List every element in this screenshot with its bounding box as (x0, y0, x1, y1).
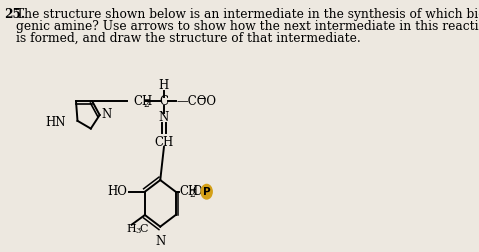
Text: is formed, and draw the structure of that intermediate.: is formed, and draw the structure of tha… (16, 32, 361, 45)
Text: N: N (155, 235, 165, 248)
Text: HN: HN (45, 116, 66, 129)
Text: 25.: 25. (4, 8, 25, 21)
Text: N: N (101, 109, 112, 121)
Text: genic amine? Use arrows to show how the next intermediate in this reaction: genic amine? Use arrows to show how the … (16, 20, 479, 33)
Text: CH: CH (133, 95, 152, 108)
Text: H: H (127, 224, 137, 234)
Text: 2: 2 (143, 100, 149, 109)
Text: HO: HO (107, 185, 127, 198)
Text: P: P (203, 187, 210, 197)
Text: 2: 2 (190, 190, 195, 199)
Circle shape (201, 184, 212, 199)
Text: −: − (197, 91, 207, 104)
Text: 3: 3 (135, 227, 141, 235)
Text: N: N (159, 111, 169, 124)
Text: CH: CH (179, 185, 199, 198)
Text: H: H (159, 79, 169, 92)
Text: —COO: —COO (177, 95, 217, 108)
Text: C: C (139, 224, 148, 234)
Text: O: O (193, 185, 202, 198)
Text: CH: CH (154, 136, 173, 149)
Text: C: C (160, 95, 169, 108)
Text: The structure shown below is an intermediate in the synthesis of which bio-: The structure shown below is an intermed… (16, 8, 479, 21)
